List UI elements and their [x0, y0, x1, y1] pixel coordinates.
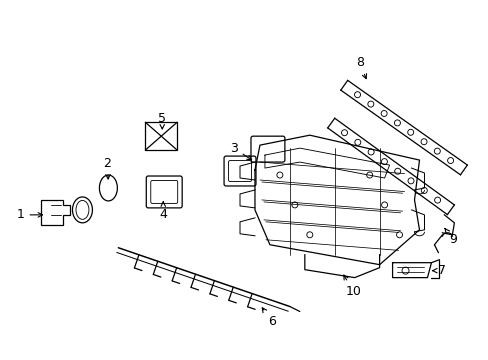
Text: 2: 2 — [103, 157, 111, 179]
Text: 8: 8 — [355, 56, 366, 78]
Text: 10: 10 — [343, 275, 361, 298]
Text: 5: 5 — [158, 112, 166, 129]
Text: 9: 9 — [444, 229, 456, 246]
Text: 7: 7 — [431, 264, 446, 277]
Text: 6: 6 — [262, 308, 275, 328]
Text: 3: 3 — [230, 141, 251, 160]
Text: 1: 1 — [17, 208, 42, 221]
Bar — [145, 122, 177, 150]
Text: 4: 4 — [159, 202, 167, 221]
